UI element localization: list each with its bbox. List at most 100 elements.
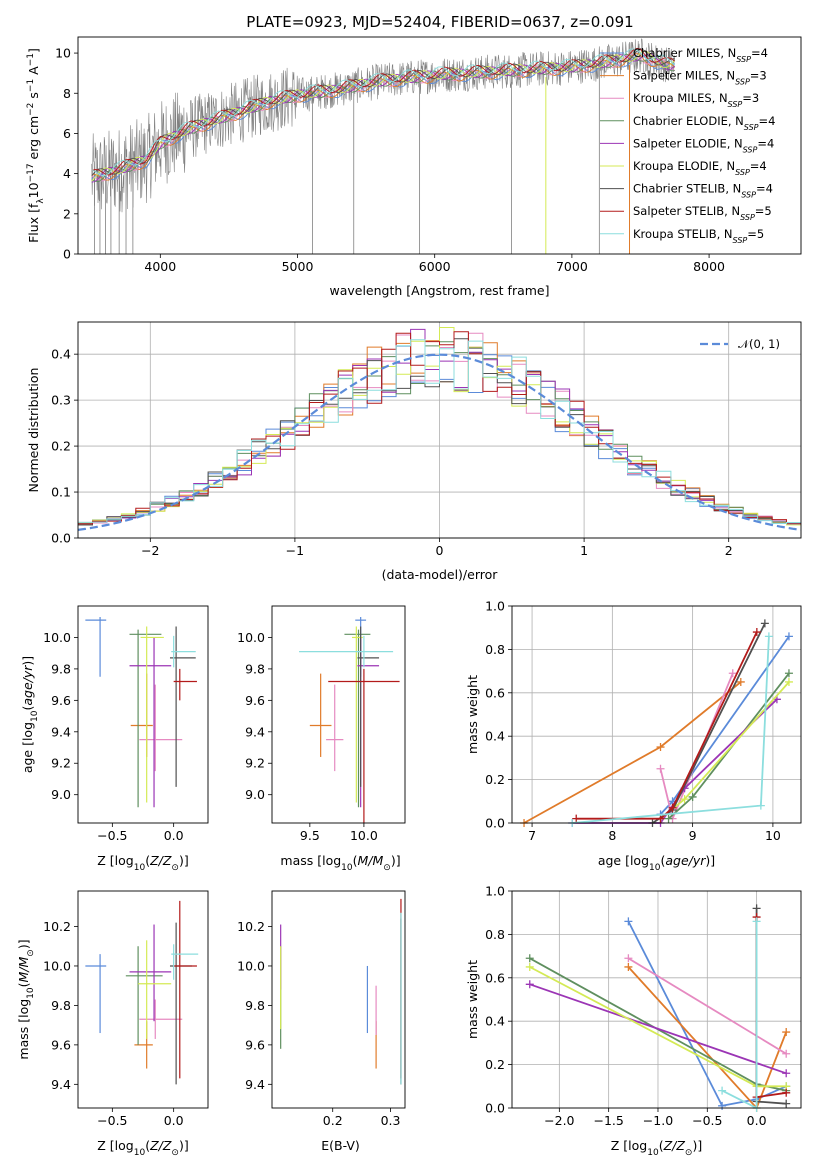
y-tick-label: 0.6 — [485, 685, 505, 700]
errorbar-kroupa-elodie — [138, 940, 172, 1039]
errorbar-chabrier-stelib — [169, 626, 196, 787]
series-line — [627, 920, 787, 1107]
data-point — [624, 954, 633, 963]
y-tick-label: 9.6 — [245, 1037, 265, 1052]
data-point — [525, 962, 534, 971]
mass-vs-Z-plot — [85, 900, 199, 1085]
y-tick-label: 10.0 — [43, 630, 71, 645]
x-axis-label: Z [log10(Z/Z⊙)] — [97, 1138, 188, 1158]
x-axis-label: E(B-V) — [321, 1138, 360, 1153]
x-axis-label: Z [log10(Z/Z⊙)] — [97, 853, 188, 873]
y-tick-label: 8 — [63, 86, 71, 101]
x-tick-label: 10 — [765, 828, 781, 843]
y-tick-label: 2 — [63, 206, 71, 221]
data-point — [656, 743, 665, 752]
y-tick-label: 9.4 — [245, 1077, 265, 1092]
page-title: PLATE=0923, MJD=52404, FIBERID=0637, z=0… — [246, 13, 633, 31]
errorbar-chabrier-elodie — [125, 946, 163, 1045]
mass-weight-vs-Z-frame — [511, 890, 802, 1109]
model-line-salpeter-stelib — [91, 47, 676, 176]
data-point — [736, 677, 745, 686]
y-tick-label: 0.1 — [51, 485, 71, 500]
errorbar-chabrier-miles — [85, 617, 107, 677]
mass-vs-ebv-plot — [280, 898, 402, 1085]
age-vs-mass-axes: 9.5 10.0 9.0 9.2 9.4 9.6 9.8 10.0 mass [log10(M/… — [237, 630, 400, 873]
legend-entry: Chabrier MILES, NSSP=4 — [633, 46, 768, 64]
series-chabrier-elodie — [664, 669, 793, 823]
y-tick-label: 10.2 — [43, 919, 71, 934]
legend-entry: Chabrier STELIB, NSSP=4 — [633, 182, 773, 200]
x-tick-label: 9.5 — [300, 828, 320, 843]
mass-vs-Z-frame — [77, 890, 209, 1109]
age-vs-mass-frame — [271, 605, 406, 824]
data-point — [525, 980, 534, 989]
y-tick-label: 10.2 — [237, 919, 265, 934]
data-point — [784, 632, 793, 641]
y-tick-label: 0.4 — [51, 347, 71, 362]
age-vs-Z-axes: −0.5 0.0 9.0 9.2 9.4 9.6 9.8 10.0 Z [log10(Z/Z⊙)… — [20, 630, 189, 873]
y-tick-label: 0.4 — [485, 1014, 505, 1029]
model-line-kroupa-elodie — [91, 50, 676, 182]
y-tick-label: 9.6 — [51, 693, 71, 708]
y-tick-label: 9.6 — [245, 693, 265, 708]
x-tick-label: −1 — [286, 543, 304, 558]
data-point — [718, 1086, 727, 1095]
x-tick-label: 0.0 — [164, 1113, 184, 1128]
errorbar-salpeter-elodie — [129, 924, 172, 1022]
y-tick-label: 1.0 — [485, 884, 505, 899]
mass-weight-vs-age-frame — [511, 605, 802, 824]
errorbar-salpeter-elodie — [129, 637, 172, 808]
age-vs-Z-plot — [85, 617, 197, 808]
errorbar-salpeter-miles — [309, 673, 332, 757]
data-point — [752, 917, 761, 926]
histogram-kroupa-elodie — [78, 327, 801, 526]
y-tick-label: 9.4 — [51, 724, 71, 739]
mass-vs-ebv-frame — [271, 890, 406, 1109]
legend-entry: Chabrier ELODIE, NSSP=4 — [633, 114, 775, 132]
errorbar-kroupa-stelib — [299, 635, 394, 668]
model-line-kroupa-miles — [91, 53, 676, 182]
y-tick-label: 9.2 — [51, 756, 71, 771]
x-tick-label: 7000 — [556, 259, 588, 274]
spectrum-frame — [77, 36, 802, 255]
data-point — [680, 795, 689, 804]
x-tick-label: −0.5 — [97, 828, 127, 843]
legend-entry: Salpeter ELODIE, NSSP=4 — [633, 136, 774, 154]
y-tick-label: 0.6 — [485, 970, 505, 985]
x-tick-label: −2.0 — [544, 1113, 574, 1128]
series-line — [572, 636, 770, 824]
errorbar-salpeter-stelib — [328, 668, 400, 823]
data-point — [525, 954, 534, 963]
model-line-kroupa-stelib — [91, 48, 676, 176]
x-tick-label: −1.5 — [593, 1113, 623, 1128]
model-line-chabrier-stelib — [91, 48, 675, 176]
errorbar-chabrier-stelib — [357, 626, 380, 787]
y-tick-label: 10.0 — [237, 958, 265, 973]
data-point — [656, 814, 665, 823]
spectrum-plot — [91, 38, 676, 254]
data-point — [784, 677, 793, 686]
series-line — [627, 957, 787, 1055]
data-point — [624, 917, 633, 926]
y-tick-label: 0.8 — [485, 927, 505, 942]
y-tick-label: 9.8 — [51, 661, 71, 676]
errorbar-kroupa-stelib — [171, 635, 196, 668]
x-axis-label: (data-model)/error — [382, 567, 499, 582]
x-tick-label: 0.3 — [381, 1113, 401, 1128]
series-kroupa-miles — [656, 669, 737, 823]
residuals-frame — [77, 321, 802, 539]
y-tick-label: 9.8 — [245, 661, 265, 676]
spectrum-legend: Chabrier MILES, NSSP=4 Salpeter MILES, NS… — [600, 46, 775, 244]
age-vs-Z-frame — [77, 605, 209, 824]
data-point — [784, 669, 793, 678]
data-point — [782, 1088, 791, 1097]
y-tick-label: 0.2 — [51, 439, 71, 454]
data-point — [656, 764, 665, 773]
x-axis-label: Z [log10(Z/Z⊙)] — [611, 1138, 702, 1158]
series-line — [659, 672, 734, 822]
x-tick-label: 0.0 — [747, 1113, 767, 1128]
series-line — [523, 681, 742, 824]
y-tick-label: 6 — [63, 126, 71, 141]
errorbar-salpeter-stelib — [173, 900, 197, 1079]
errorbar-kroupa-stelib — [171, 944, 199, 980]
